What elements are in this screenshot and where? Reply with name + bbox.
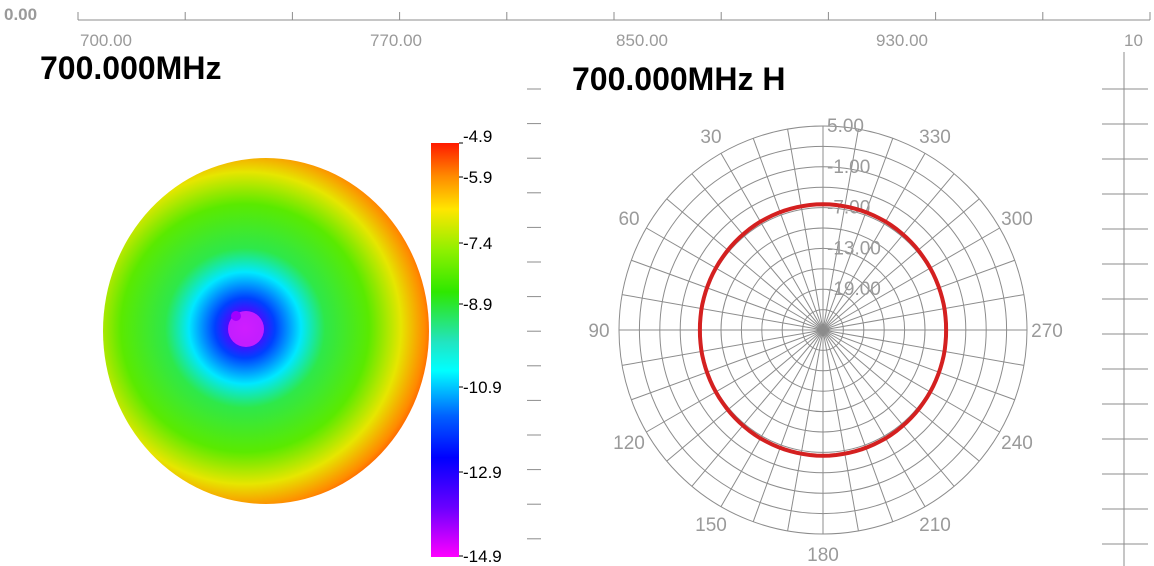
polar-spoke [646,329,824,433]
polar-spoke [822,294,1024,331]
polar-spoke [822,129,859,331]
side-ticks [527,52,1148,566]
polar-grid [618,125,1028,535]
polar-spoke [666,198,824,331]
polar-radial-label: -1.00 [827,157,870,178]
frequency-tick-label: 930.00 [876,31,928,50]
polar-spoke [822,329,859,531]
polar-trace-line [697,202,949,458]
colorbar-gradient [431,143,459,557]
polar-angle-label: 150 [695,515,727,536]
polar-spoke [822,329,1000,433]
polar-spoke [822,329,1024,366]
polar-spoke [752,329,824,522]
colorbar-label: -14.9 [463,547,502,566]
polar-spoke [822,138,894,331]
polar-spoke [622,329,824,366]
frequency-tick-label: 10 [1124,31,1143,50]
frequency-tick-label: 700.00 [80,31,132,50]
polar-spoke [666,329,824,462]
pattern-3d-minimum-core [231,311,241,321]
polar-spoke [691,329,824,487]
polar-angle-labels: 30 60 90 120 150 180 210 240 270 300 330 [588,127,1062,566]
frequency-axis-corner-label: 0.00 [4,5,37,24]
polar-spoke [631,259,824,331]
polar-spoke [822,329,1015,401]
colorbar-label: -5.9 [463,168,492,187]
polar-spoke [822,173,955,331]
colorbar-label: -8.9 [463,295,492,314]
polar-angle-label: 300 [1001,209,1033,230]
pattern-3d-title: 700.000MHz [40,50,221,86]
polar-angle-label: 240 [1001,433,1033,454]
polar-angle-label: 270 [1031,321,1063,342]
polar-spoke [787,329,824,531]
colorbar-ticks [459,142,463,557]
polar-radial-label: -13.00 [827,238,881,259]
polar-angle-label: 210 [919,515,951,536]
polar-spoke [646,227,824,331]
polar-spoke [622,294,824,331]
frequency-axis: 0.00 700.00 770.00 850.00 930.00 10 [4,5,1151,50]
polar-spoke [631,329,824,401]
polar-plot: 5.00-1.00-7.00-13.00-19.00 3060901201501… [588,116,1062,566]
polar-title: 700.000MHz H [572,61,785,97]
polar-spoke [787,129,824,331]
colorbar-label: -10.9 [463,378,502,397]
polar-angle-label: 90 [588,321,609,342]
polar-spoke [822,259,1015,331]
colorbar-label: -12.9 [463,463,502,482]
polar-spoke [752,138,824,331]
frequency-tick-label: 770.00 [370,31,422,50]
polar-angle-label: 60 [618,209,639,230]
polar-angle-label: 330 [919,127,951,148]
polar-radial-label: -19.00 [827,279,881,300]
polar-radial-label: 5.00 [827,116,864,137]
pattern-3d-sphere [103,158,429,504]
polar-trace [697,202,949,458]
polar-angle-label: 30 [700,127,721,148]
colorbar: -4.9 -5.9 -7.4 -8.9 -10.9 -12.9 -14.9 [431,127,502,566]
polar-spoke [822,227,1000,331]
polar-spoke [822,329,955,487]
colorbar-label: -7.4 [463,234,492,253]
pattern-3d-surface [103,158,429,504]
polar-radial-labels: 5.00-1.00-7.00-13.00-19.00 [827,116,881,300]
polar-spoke [822,198,980,331]
frequency-tick-label: 850.00 [616,31,668,50]
polar-spoke [822,329,894,522]
polar-angle-label: 120 [613,433,645,454]
polar-spoke [822,329,980,462]
polar-angle-label: 180 [807,545,839,566]
polar-spoke [822,329,926,507]
polar-spoke [822,153,926,331]
polar-spoke [720,329,824,507]
colorbar-label: -4.9 [463,127,492,146]
frequency-axis-ticks [77,12,1151,20]
polar-spoke [691,173,824,331]
polar-spoke [720,153,824,331]
